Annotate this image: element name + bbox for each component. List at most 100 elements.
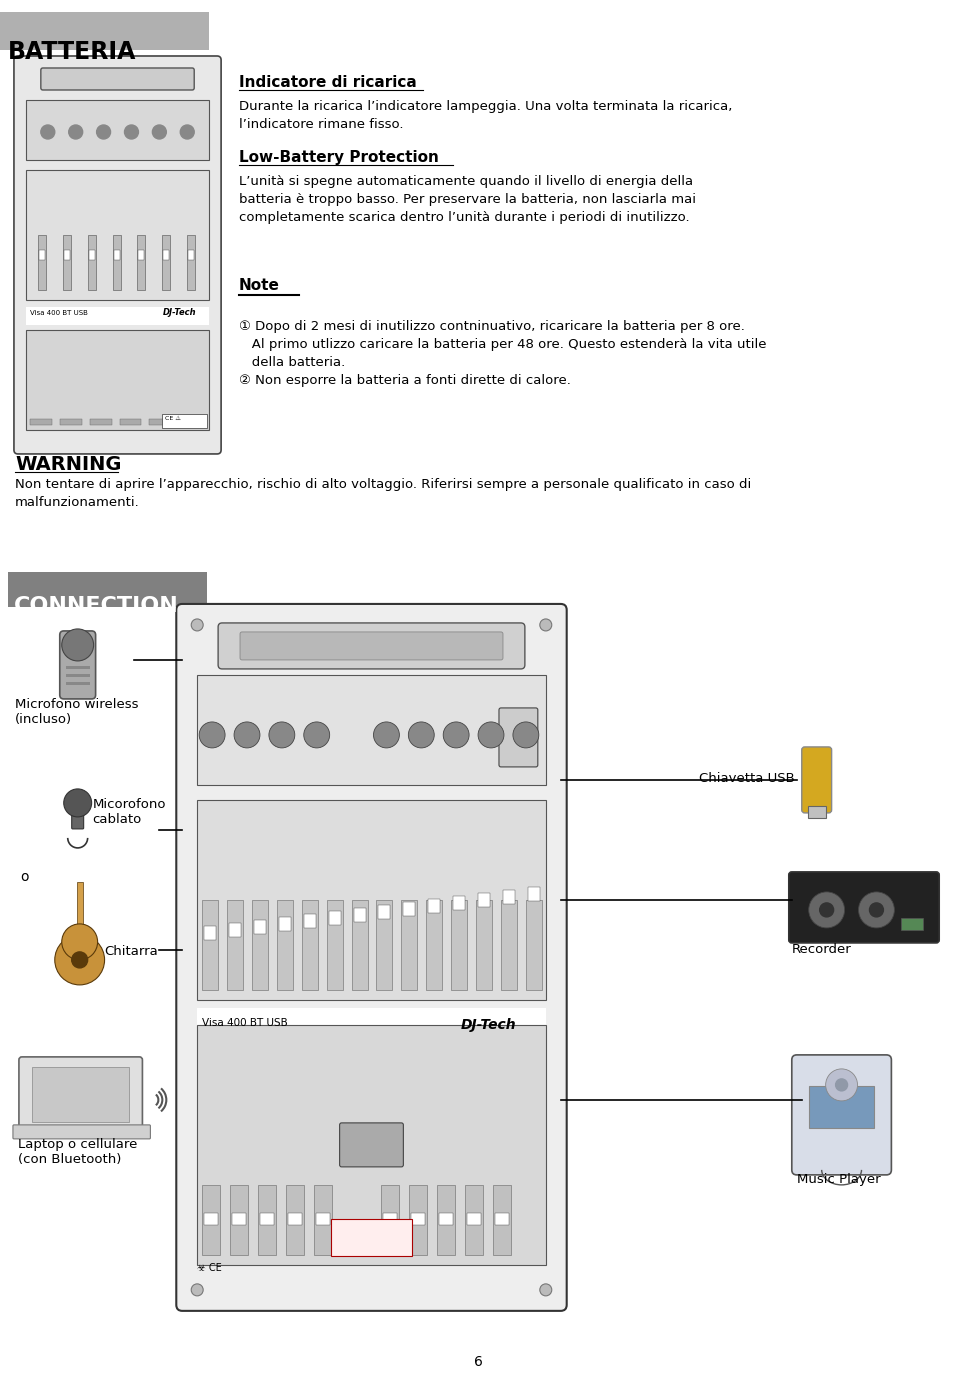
Circle shape (55, 935, 105, 984)
Circle shape (269, 722, 295, 748)
Bar (137, 235, 145, 290)
Bar (426, 899, 443, 990)
Text: Music Player: Music Player (797, 1173, 880, 1186)
Text: CONNECTION: CONNECTION (14, 596, 179, 616)
Bar (495, 1212, 509, 1225)
Circle shape (180, 125, 194, 139)
FancyBboxPatch shape (14, 56, 221, 454)
Bar (353, 908, 366, 921)
Bar (381, 1185, 399, 1255)
Circle shape (373, 722, 399, 748)
Bar (65, 674, 89, 677)
Circle shape (826, 1070, 857, 1101)
Bar (326, 899, 343, 990)
Bar (807, 806, 826, 818)
Bar (65, 666, 89, 669)
Bar (278, 917, 291, 931)
Bar (437, 1185, 455, 1255)
Bar (276, 899, 293, 990)
Bar (303, 914, 316, 928)
Bar (63, 250, 70, 259)
FancyBboxPatch shape (240, 632, 503, 660)
Text: DJ-Tech: DJ-Tech (461, 1017, 516, 1032)
Text: ① Dopo di 2 mesi di inutilizzo contninuativo, ricaricare la batteria per 8 ore.: ① Dopo di 2 mesi di inutilizzo contninua… (239, 320, 745, 334)
Bar (162, 235, 170, 290)
Bar (62, 235, 71, 290)
Text: CE ⚠: CE ⚠ (165, 416, 181, 422)
Bar (65, 682, 89, 685)
Text: completamente scarica dentro l’unità durante i periodi di inutilizzo.: completamente scarica dentro l’unità dur… (239, 211, 689, 224)
Text: Microfono wireless
(incluso): Microfono wireless (incluso) (15, 697, 138, 726)
FancyBboxPatch shape (330, 1219, 413, 1256)
Text: della batteria.: della batteria. (239, 356, 346, 369)
Bar (180, 419, 202, 426)
Circle shape (125, 125, 138, 139)
Bar (465, 1185, 483, 1255)
Bar (526, 899, 541, 990)
Circle shape (61, 629, 94, 660)
Bar (26, 170, 209, 299)
Text: o: o (20, 870, 29, 884)
Circle shape (41, 125, 55, 139)
Circle shape (408, 722, 434, 748)
FancyBboxPatch shape (12, 1124, 151, 1138)
FancyBboxPatch shape (0, 12, 209, 49)
Circle shape (153, 125, 166, 139)
Circle shape (63, 789, 91, 817)
Circle shape (858, 892, 895, 928)
FancyBboxPatch shape (19, 1057, 142, 1133)
Bar (60, 419, 82, 426)
Bar (468, 1212, 481, 1225)
Bar (901, 919, 924, 930)
Bar (252, 899, 268, 990)
Bar (138, 250, 144, 259)
Bar (230, 1185, 248, 1255)
FancyBboxPatch shape (340, 1123, 403, 1167)
Text: L’unità si spegne automaticamente quando il livello di energia della: L’unità si spegne automaticamente quando… (239, 174, 693, 188)
Circle shape (303, 722, 329, 748)
Bar (163, 250, 169, 259)
Circle shape (540, 1284, 552, 1296)
Bar (89, 419, 111, 426)
FancyBboxPatch shape (41, 69, 194, 91)
Text: Durante la ricarica l’indicatore lampeggia. Una volta terminata la ricarica,: Durante la ricarica l’indicatore lampegg… (239, 100, 732, 113)
Bar (451, 899, 468, 990)
Bar (150, 419, 171, 426)
Circle shape (61, 924, 98, 960)
Bar (378, 905, 391, 919)
FancyBboxPatch shape (789, 872, 939, 943)
Bar (478, 892, 490, 908)
Bar (351, 899, 368, 990)
Bar (204, 1212, 218, 1225)
Bar (286, 1185, 303, 1255)
Bar (328, 910, 341, 925)
Bar (229, 923, 241, 936)
Bar (203, 899, 218, 990)
Bar (501, 899, 516, 990)
Circle shape (234, 722, 260, 748)
Circle shape (199, 722, 225, 748)
FancyBboxPatch shape (8, 573, 207, 607)
FancyBboxPatch shape (802, 747, 831, 813)
Text: Note: Note (239, 277, 280, 292)
FancyBboxPatch shape (72, 796, 84, 829)
Circle shape (870, 903, 883, 917)
Bar (37, 235, 46, 290)
Bar (411, 1212, 425, 1225)
Bar (260, 1212, 274, 1225)
Text: DJ-Tech: DJ-Tech (162, 308, 196, 317)
Bar (197, 1008, 546, 1030)
Text: Low-Battery Protection: Low-Battery Protection (239, 150, 439, 165)
Bar (288, 1212, 301, 1225)
Bar (26, 100, 209, 161)
Bar (493, 1185, 511, 1255)
Bar (197, 676, 546, 785)
Bar (258, 1185, 276, 1255)
Circle shape (513, 722, 539, 748)
Circle shape (191, 619, 204, 632)
Bar (232, 1212, 246, 1225)
FancyBboxPatch shape (499, 708, 538, 768)
Text: Non tentare di aprire l’apparecchio, rischio di alto voltaggio. Riferirsi sempre: Non tentare di aprire l’apparecchio, ris… (15, 478, 751, 492)
Bar (808, 1086, 875, 1127)
Bar (88, 250, 95, 259)
